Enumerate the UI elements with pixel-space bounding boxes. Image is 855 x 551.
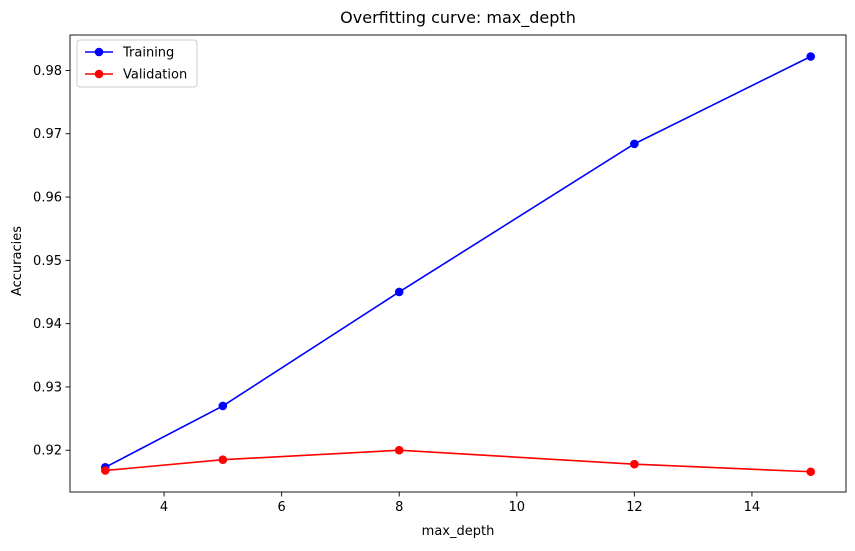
legend-marker-validation	[94, 69, 104, 79]
chart-title: Overfitting curve: max_depth	[340, 8, 576, 28]
y-tick-label: 0.94	[33, 317, 62, 332]
series-line-training	[104, 55, 812, 469]
y-tick-label: 0.93	[33, 380, 62, 395]
x-tick-label: 14	[744, 500, 761, 515]
plot-frame	[69, 34, 847, 493]
x-axis-label: max_depth	[422, 524, 495, 539]
data-point-training	[806, 52, 816, 61]
y-axis-label: Accuracies	[10, 226, 25, 296]
plot-area	[69, 34, 847, 493]
x-axis: 4 6 8 10 12 14	[160, 492, 760, 515]
data-point-validation	[806, 467, 816, 477]
legend-label-training: Training	[122, 46, 174, 61]
x-tick-label: 12	[626, 500, 643, 515]
x-tick-label: 6	[277, 500, 285, 515]
y-tick-label: 0.95	[33, 254, 62, 269]
legend-label-validation: Validation	[123, 68, 187, 83]
y-tick-label: 0.97	[33, 127, 62, 142]
y-tick-label: 0.98	[33, 64, 62, 79]
x-tick-label: 8	[395, 500, 403, 515]
data-point-validation	[630, 459, 639, 469]
legend: Training Validation	[76, 39, 198, 88]
data-point-validation	[218, 455, 228, 465]
data-point-validation	[100, 466, 110, 475]
data-point-training	[630, 139, 639, 149]
x-tick-label: 4	[160, 500, 168, 515]
legend-marker-training	[94, 47, 104, 57]
y-tick-label: 0.92	[33, 444, 62, 459]
data-point-training	[394, 287, 404, 297]
x-tick-label: 10	[509, 500, 526, 515]
y-tick-label: 0.96	[33, 191, 62, 206]
series-line-validation	[105, 449, 811, 473]
data-point-training	[218, 401, 228, 411]
data-point-validation	[394, 445, 404, 455]
y-axis: 0.92 0.93 0.94 0.95 0.96 0.97 0.98	[33, 64, 70, 459]
